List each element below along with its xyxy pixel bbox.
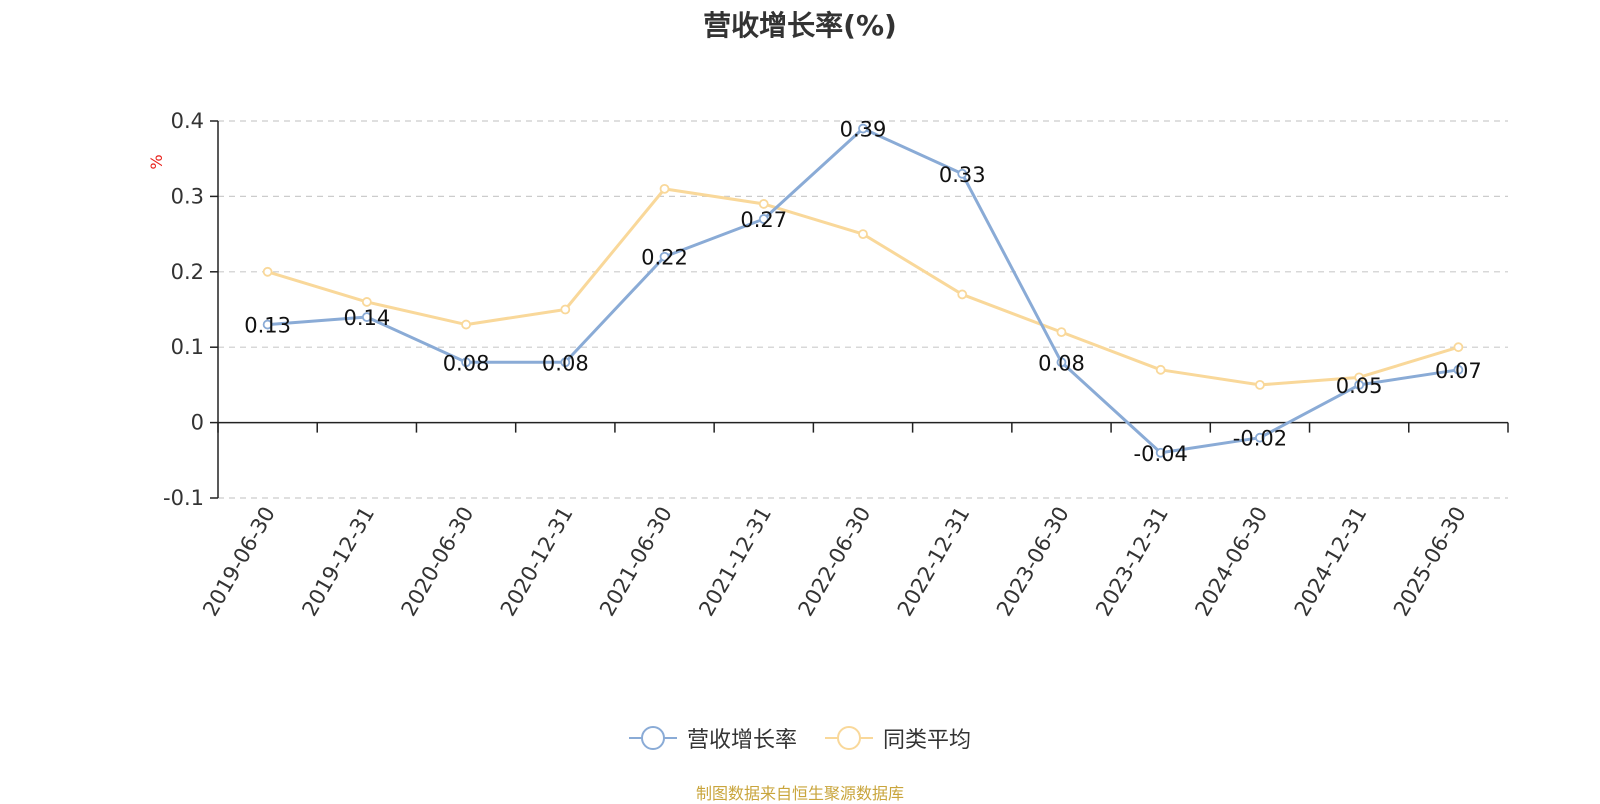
data-label: 0.39 [840,118,887,142]
series-1-point[interactable] [461,357,471,368]
x-tick-label: 2023-06-30 [992,503,1074,621]
x-tick-label: 2019-12-31 [297,503,379,621]
series-2-point[interactable] [957,289,968,300]
x-tick-label: 2023-12-31 [1091,503,1173,621]
series-2-point[interactable] [461,319,471,330]
series-2-point[interactable] [758,199,769,209]
y-tick-label: 0.3 [171,184,204,208]
data-label: 0.08 [443,351,490,375]
series-1-point[interactable] [560,357,571,368]
series-2-point[interactable] [560,304,571,315]
series-1-point[interactable] [1354,379,1365,390]
y-tick-label: 0.4 [171,109,204,133]
series-2-point[interactable] [1056,327,1067,338]
series-2-point[interactable] [1155,364,1166,375]
grid-lines [218,120,1508,499]
data-source-note: 制图数据来自恒生聚源数据库 [695,784,904,803]
data-label: 0.22 [641,246,688,270]
series-1-point[interactable] [361,312,372,322]
x-tick-label: 2022-12-31 [893,502,975,620]
series-1-point[interactable] [758,214,769,224]
x-tick-label: 2024-06-30 [1190,503,1272,621]
x-tick-label: 2025-06-30 [1389,503,1471,621]
legend-item-series-2[interactable]: 同类平均 [825,722,971,754]
series-1-point[interactable] [858,123,868,134]
series-2-point[interactable] [858,229,868,240]
legend-marker-series-2 [825,726,873,750]
y-tick-label: 0.1 [171,335,204,359]
legend-item-series-1[interactable]: 营收增长率 [628,722,797,754]
y-axis-label: % [147,154,166,169]
x-tick-label: 2020-12-31 [496,503,578,621]
series-1-point[interactable] [1056,357,1067,368]
y-tick-label: 0.2 [171,260,204,284]
x-tick-label: 2020-06-30 [397,502,479,620]
data-label: -0.04 [1134,442,1188,466]
legend: 营收增长率 同类平均 [0,722,1600,754]
data-label: 0.13 [244,314,291,338]
series-2-point[interactable] [361,297,372,307]
x-tick-label: 2021-12-31 [694,503,776,621]
data-label: 0.05 [1336,374,1383,398]
data-label: 0.08 [542,351,589,375]
series [262,123,1464,458]
y-tick-label: 0 [191,411,204,435]
data-label: 0.14 [343,306,390,330]
data-label: 0.33 [939,163,986,187]
series-1-point[interactable] [1255,432,1265,443]
y-tick-label: -0.1 [163,486,204,510]
series-2-point[interactable] [659,183,670,194]
x-tick-label: 2019-06-30 [198,503,280,621]
legend-marker-series-1 [628,726,677,750]
series-2-point[interactable] [1453,342,1464,353]
series-1-point[interactable] [262,319,273,330]
x-tick-label: 2021-06-30 [595,503,677,621]
series-1-point[interactable] [659,251,670,262]
data-label: -0.02 [1233,427,1287,451]
chart-title: 营收增长率(%) [703,9,897,42]
series-1-point[interactable] [957,168,968,179]
series-1-point[interactable] [1453,364,1464,375]
data-label: 0.08 [1038,351,1085,375]
x-tick-label: 2022-06-30 [794,503,876,621]
series-line-1 [267,127,1459,455]
series-1-point[interactable] [1155,447,1166,458]
legend-label-series-1: 营收增长率 [686,728,797,753]
series-2-point[interactable] [262,266,273,277]
x-tick-label: 2024-12-31 [1290,503,1372,621]
data-labels: 0.13 0.14 0.08 0.08 0.22 0.27 0.39 0.33 0.08 -0.0… [244,118,1482,466]
legend-label-series-2: 同类平均 [883,728,972,753]
series-2-point[interactable] [1255,379,1265,390]
data-label: 0.27 [740,208,787,232]
data-label: 0.07 [1435,359,1482,383]
